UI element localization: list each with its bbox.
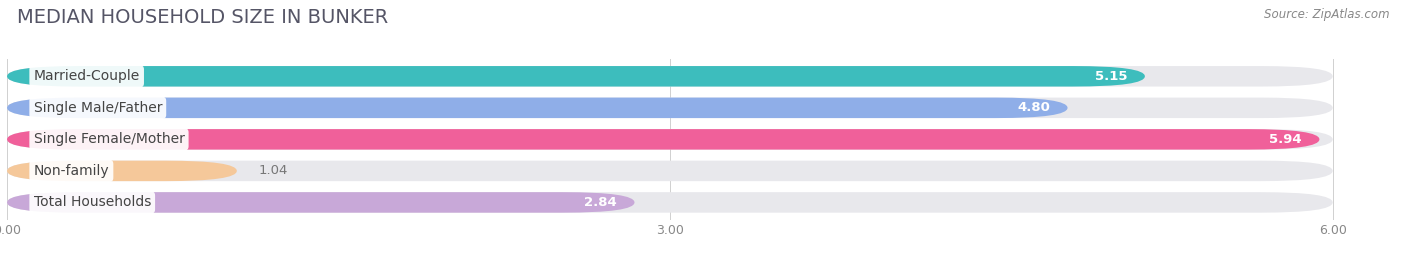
Text: 5.94: 5.94 xyxy=(1270,133,1302,146)
Text: MEDIAN HOUSEHOLD SIZE IN BUNKER: MEDIAN HOUSEHOLD SIZE IN BUNKER xyxy=(17,8,388,27)
FancyBboxPatch shape xyxy=(7,98,1333,118)
Text: Single Male/Father: Single Male/Father xyxy=(34,101,162,115)
Text: Non-family: Non-family xyxy=(34,164,110,178)
FancyBboxPatch shape xyxy=(7,66,1144,87)
Text: 5.15: 5.15 xyxy=(1095,70,1128,83)
Text: 4.80: 4.80 xyxy=(1017,101,1050,114)
FancyBboxPatch shape xyxy=(7,161,1333,181)
FancyBboxPatch shape xyxy=(7,129,1319,150)
Text: Married-Couple: Married-Couple xyxy=(34,69,139,83)
Text: 1.04: 1.04 xyxy=(259,164,288,177)
Text: Total Households: Total Households xyxy=(34,195,150,209)
Text: Source: ZipAtlas.com: Source: ZipAtlas.com xyxy=(1264,8,1389,21)
FancyBboxPatch shape xyxy=(7,192,634,213)
Text: Single Female/Mother: Single Female/Mother xyxy=(34,132,184,146)
FancyBboxPatch shape xyxy=(7,161,236,181)
FancyBboxPatch shape xyxy=(7,98,1067,118)
Text: 2.84: 2.84 xyxy=(583,196,617,209)
FancyBboxPatch shape xyxy=(7,192,1333,213)
FancyBboxPatch shape xyxy=(7,66,1333,87)
FancyBboxPatch shape xyxy=(7,129,1333,150)
